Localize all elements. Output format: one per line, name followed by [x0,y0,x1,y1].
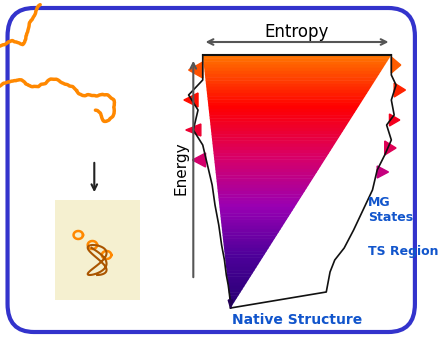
Polygon shape [377,166,388,178]
Polygon shape [217,188,307,191]
Polygon shape [224,254,265,258]
Polygon shape [218,197,301,201]
Polygon shape [209,115,353,119]
Polygon shape [228,283,247,286]
Polygon shape [210,118,351,122]
Polygon shape [209,109,357,113]
Polygon shape [227,273,253,277]
Polygon shape [228,289,243,293]
Polygon shape [192,153,206,167]
Polygon shape [220,210,293,214]
Polygon shape [220,216,289,220]
Polygon shape [223,235,277,239]
Polygon shape [207,90,369,94]
Polygon shape [211,134,341,138]
Polygon shape [221,223,285,226]
Polygon shape [206,83,373,87]
Polygon shape [204,68,383,71]
Polygon shape [394,83,405,97]
Polygon shape [230,305,233,308]
Polygon shape [214,156,327,160]
Polygon shape [215,172,317,176]
Polygon shape [207,93,367,97]
Polygon shape [230,302,235,305]
Polygon shape [392,57,401,73]
FancyBboxPatch shape [55,200,140,300]
Polygon shape [389,114,400,126]
Polygon shape [211,128,345,131]
Polygon shape [212,137,339,141]
Polygon shape [215,166,321,169]
Polygon shape [209,112,355,116]
Polygon shape [207,96,365,100]
Polygon shape [212,143,335,147]
Polygon shape [215,163,323,166]
Polygon shape [224,251,267,255]
Polygon shape [206,87,371,90]
Polygon shape [211,124,347,128]
Polygon shape [216,175,315,179]
Text: Energy: Energy [173,141,189,195]
Polygon shape [226,267,257,271]
Polygon shape [189,62,203,78]
Polygon shape [225,260,261,264]
Polygon shape [186,124,201,136]
Polygon shape [218,194,303,198]
Polygon shape [217,182,311,185]
Polygon shape [222,229,281,233]
Polygon shape [214,159,325,163]
Polygon shape [223,242,273,245]
Polygon shape [223,238,275,242]
Polygon shape [227,276,250,280]
Polygon shape [224,245,271,249]
Polygon shape [205,74,379,78]
Polygon shape [184,93,198,107]
Polygon shape [216,178,313,182]
Polygon shape [208,102,361,106]
Polygon shape [228,300,233,308]
Polygon shape [203,55,392,59]
Polygon shape [204,65,385,68]
Polygon shape [212,140,337,144]
Text: TS Region: TS Region [368,245,438,258]
Polygon shape [203,61,388,65]
Polygon shape [228,286,245,290]
Polygon shape [217,185,309,188]
Polygon shape [226,270,254,274]
Polygon shape [203,58,389,62]
Polygon shape [213,147,333,150]
Polygon shape [219,201,299,204]
FancyBboxPatch shape [8,8,415,332]
Polygon shape [218,191,305,194]
Polygon shape [226,264,258,267]
Polygon shape [220,213,291,217]
Polygon shape [213,150,331,154]
Polygon shape [221,219,287,223]
Polygon shape [229,295,239,299]
Polygon shape [228,279,249,283]
Polygon shape [211,131,343,135]
Polygon shape [229,299,237,302]
Polygon shape [204,71,381,74]
Polygon shape [207,99,363,103]
Text: Native Structure: Native Structure [232,313,362,327]
Polygon shape [385,141,396,155]
Polygon shape [224,248,269,252]
Polygon shape [210,121,349,125]
Polygon shape [206,80,375,84]
Polygon shape [208,106,359,109]
Polygon shape [214,153,329,157]
Polygon shape [225,257,263,261]
Polygon shape [205,77,377,81]
Polygon shape [220,207,295,210]
Polygon shape [215,169,319,172]
Polygon shape [229,292,241,296]
Polygon shape [219,204,297,207]
Text: Entropy: Entropy [265,23,329,41]
Polygon shape [222,232,279,236]
Text: MG
States: MG States [368,196,413,224]
Polygon shape [221,226,283,230]
